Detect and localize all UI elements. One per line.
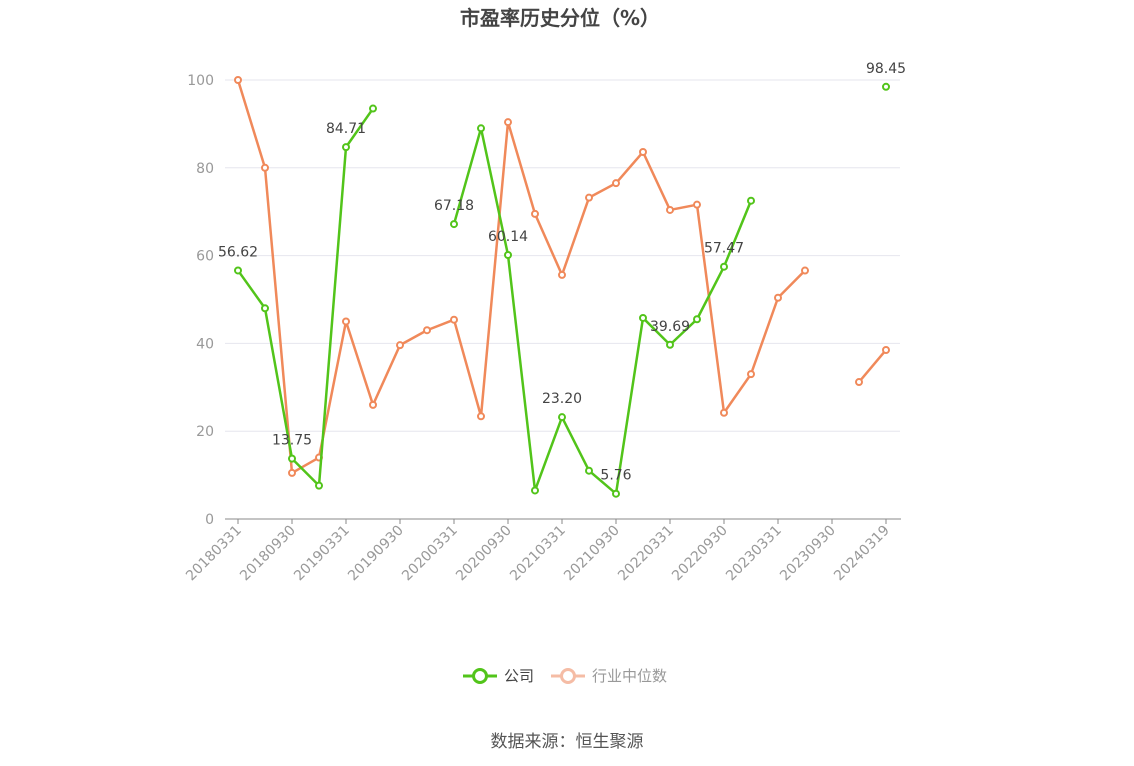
data-point bbox=[585, 466, 593, 475]
legend-company-label: 公司 bbox=[504, 667, 534, 685]
series-line bbox=[452, 127, 753, 495]
data-point bbox=[369, 400, 377, 409]
legend-item-company[interactable]: 公司 bbox=[463, 667, 534, 685]
data-point bbox=[315, 481, 323, 490]
data-point bbox=[288, 468, 296, 477]
data-point bbox=[666, 340, 674, 349]
data-label: 39.69 bbox=[650, 319, 690, 335]
data-point bbox=[261, 304, 269, 313]
data-point bbox=[801, 266, 809, 275]
legend: 公司 行业中位数 bbox=[463, 667, 667, 685]
series-line bbox=[236, 79, 806, 475]
legend-industry-label: 行业中位数 bbox=[592, 667, 667, 685]
y-axis-ticks: 0 20 40 60 80 100 bbox=[187, 73, 214, 528]
data-point bbox=[612, 179, 620, 188]
data-point bbox=[774, 293, 782, 302]
x-tick-label: 20190930 bbox=[345, 523, 407, 585]
series-line bbox=[858, 349, 887, 383]
data-point bbox=[342, 143, 350, 152]
legend-industry-marker bbox=[560, 668, 576, 684]
data-point bbox=[585, 193, 593, 202]
x-tick-label: 20210331 bbox=[507, 523, 569, 585]
data-label: 57.47 bbox=[704, 241, 744, 257]
y-tick-label: 60 bbox=[196, 249, 214, 265]
data-point bbox=[720, 262, 728, 271]
series-layer bbox=[234, 76, 890, 498]
data-point bbox=[639, 147, 647, 156]
data-point bbox=[504, 118, 512, 127]
data-point bbox=[855, 378, 863, 387]
data-point bbox=[612, 489, 620, 498]
data-point bbox=[531, 209, 539, 218]
data-label: 5.76 bbox=[600, 468, 631, 484]
data-label: 60.14 bbox=[488, 229, 528, 245]
data-point bbox=[558, 270, 566, 279]
data-point bbox=[666, 205, 674, 214]
y-tick-label: 100 bbox=[187, 73, 214, 89]
data-point bbox=[234, 266, 242, 275]
x-tick-label: 20230930 bbox=[777, 523, 839, 585]
data-point bbox=[882, 345, 890, 354]
data-point bbox=[234, 76, 242, 84]
data-point bbox=[639, 313, 647, 322]
data-point bbox=[531, 486, 539, 495]
data-point bbox=[396, 341, 404, 350]
data-point bbox=[504, 250, 512, 259]
data-label: 98.45 bbox=[866, 61, 906, 77]
data-point bbox=[747, 196, 755, 205]
data-point bbox=[720, 408, 728, 417]
x-tick-label: 20180930 bbox=[237, 523, 299, 585]
data-point bbox=[477, 412, 485, 421]
y-tick-label: 40 bbox=[196, 336, 214, 352]
x-tick-label: 20180331 bbox=[183, 523, 245, 585]
data-point bbox=[423, 326, 431, 335]
data-point bbox=[693, 200, 701, 209]
x-tick-label: 20240319 bbox=[831, 523, 893, 585]
x-tick-label: 20200930 bbox=[453, 523, 515, 585]
data-point bbox=[369, 104, 377, 113]
data-point bbox=[450, 220, 458, 229]
data-label: 23.20 bbox=[542, 391, 582, 407]
series-line bbox=[236, 107, 375, 487]
legend-company-marker bbox=[472, 668, 488, 684]
data-point bbox=[882, 82, 890, 91]
data-point bbox=[693, 315, 701, 324]
series-industry-median bbox=[234, 76, 890, 477]
x-tick-label: 20200331 bbox=[399, 523, 461, 585]
x-tick-label: 20220930 bbox=[669, 523, 731, 585]
y-tick-label: 80 bbox=[196, 161, 214, 177]
x-tick-label: 20190331 bbox=[291, 523, 353, 585]
data-label: 56.62 bbox=[218, 244, 258, 260]
data-label: 84.71 bbox=[326, 121, 366, 137]
x-tick-label: 20230331 bbox=[723, 523, 785, 585]
data-source: 数据来源：恒生聚源 bbox=[491, 732, 644, 752]
data-labels: 56.62 13.75 84.71 67.18 60.14 23.20 5.76 39.69 5… bbox=[218, 61, 906, 484]
data-point bbox=[450, 315, 458, 324]
series-company bbox=[234, 82, 890, 498]
data-point bbox=[747, 370, 755, 379]
data-label: 13.75 bbox=[272, 433, 312, 449]
y-tick-label: 0 bbox=[205, 512, 214, 528]
data-point bbox=[288, 454, 296, 463]
data-point bbox=[477, 124, 485, 133]
x-tick-label: 20210930 bbox=[561, 523, 623, 585]
data-point bbox=[342, 317, 350, 326]
data-point bbox=[558, 413, 566, 422]
data-label: 67.18 bbox=[434, 198, 474, 214]
chart-title: 市盈率历史分位（%） bbox=[460, 6, 660, 30]
x-axis: 2018033120180930201903312019093020200331… bbox=[183, 518, 901, 585]
y-tick-label: 20 bbox=[196, 424, 214, 440]
legend-item-industry-median[interactable]: 行业中位数 bbox=[551, 667, 667, 685]
x-tick-label: 20220331 bbox=[615, 523, 677, 585]
data-point bbox=[261, 163, 269, 172]
